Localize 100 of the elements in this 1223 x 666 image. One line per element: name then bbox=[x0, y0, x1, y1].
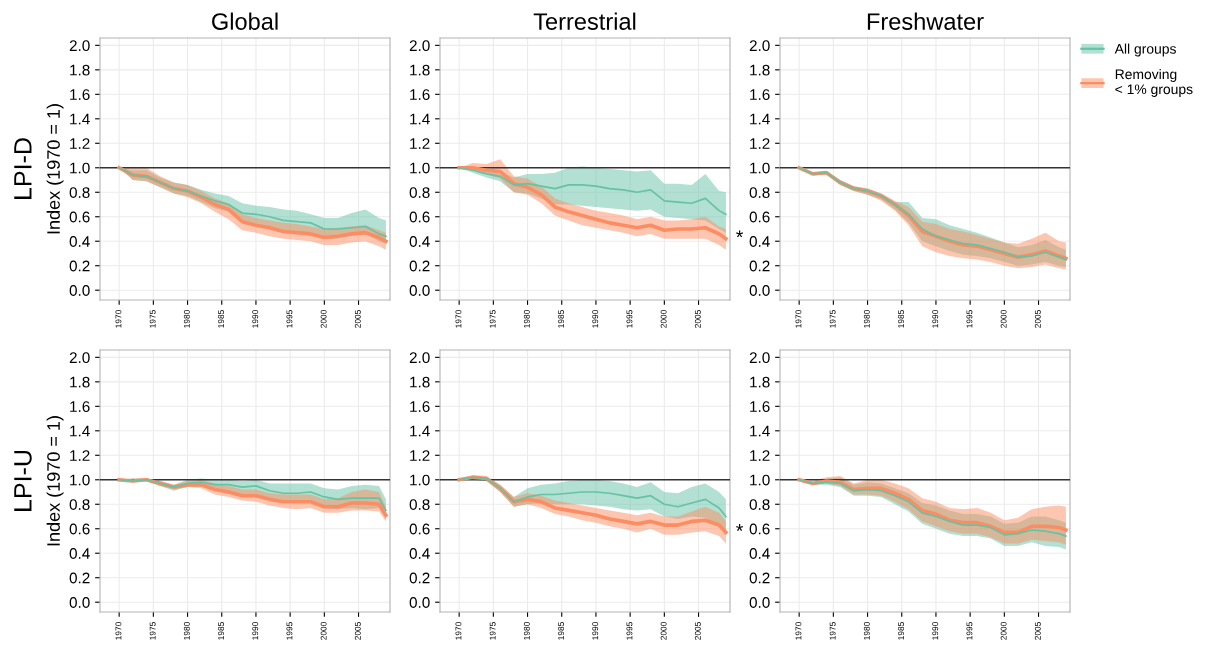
text: * bbox=[736, 230, 744, 238]
x-tick-label: 1975 bbox=[829, 622, 836, 640]
x-tick-label: 1995 bbox=[966, 310, 973, 328]
x-tick-label: 1990 bbox=[932, 310, 939, 328]
y-tick-label: 0.4 bbox=[749, 236, 770, 247]
x-tick-label: 2005 bbox=[354, 310, 361, 328]
x-tick-label: 1980 bbox=[183, 310, 190, 328]
y-tick-label: 1.4 bbox=[410, 113, 430, 125]
y-tick-label: 2.0 bbox=[749, 352, 770, 364]
y-tick-label: 0.8 bbox=[69, 187, 90, 198]
x-tick-label: 1980 bbox=[523, 310, 530, 328]
y-tick-label: 1.6 bbox=[750, 401, 770, 412]
y-tick-label: 1.8 bbox=[750, 376, 770, 388]
x-tick-label: 1995 bbox=[286, 310, 293, 328]
y-tick-label: 1.4 bbox=[70, 425, 90, 437]
y-tick-label: 2.0 bbox=[749, 40, 770, 52]
y-tick-label: 1.2 bbox=[750, 138, 770, 149]
y-tick-label: 0.4 bbox=[69, 236, 90, 247]
y-tick-label: 1.2 bbox=[410, 450, 430, 461]
x-tick-label: 2000 bbox=[1000, 622, 1007, 640]
y-tick-label: 0.0 bbox=[409, 285, 430, 296]
y-tick-label: 1.8 bbox=[70, 376, 90, 388]
y-tick-label: 0.4 bbox=[69, 548, 90, 559]
x-tick-label: 1975 bbox=[489, 622, 496, 640]
x-tick-label: 1980 bbox=[523, 622, 530, 640]
x-tick-label: 1980 bbox=[863, 310, 870, 328]
y-tick-label: 1.6 bbox=[410, 401, 430, 412]
legend-label: Removing < 1% groups bbox=[1115, 69, 1193, 97]
y-tick-label: 1.8 bbox=[410, 376, 430, 388]
x-tick-label: 1980 bbox=[183, 622, 190, 640]
x-tick-label: 1990 bbox=[592, 310, 599, 328]
x-tick-label: 1980 bbox=[863, 622, 870, 640]
y-tick-label: 0.8 bbox=[749, 499, 770, 510]
y-tick-label: 0.6 bbox=[409, 211, 430, 223]
y-tick-label: 0.4 bbox=[409, 236, 430, 247]
y-tick-label: 0.8 bbox=[409, 187, 430, 198]
y-tick-label: 1.6 bbox=[750, 89, 770, 100]
y-tick-label: 0.2 bbox=[69, 260, 90, 272]
y-tick-label: 1.6 bbox=[70, 89, 90, 100]
y-tick-label: 0.0 bbox=[69, 285, 90, 296]
x-tick-label: 2005 bbox=[694, 310, 701, 328]
y-tick-label: 0.6 bbox=[409, 523, 430, 535]
y-tick-label: 1.0 bbox=[410, 162, 430, 174]
text: LPI-D bbox=[14, 138, 32, 199]
x-tick-label: 1990 bbox=[932, 622, 939, 640]
x-tick-label: 1985 bbox=[898, 310, 904, 328]
y-tick-label: 1.2 bbox=[70, 450, 90, 461]
x-tick-label: 1975 bbox=[829, 310, 836, 328]
y-tick-label: 2.0 bbox=[409, 40, 430, 52]
y-tick-label: 0.2 bbox=[409, 260, 430, 272]
y-tick-label: 1.2 bbox=[410, 138, 430, 149]
x-tick-label: 1970 bbox=[795, 310, 802, 328]
x-tick-label: 2000 bbox=[320, 310, 327, 328]
x-tick-label: 1985 bbox=[898, 622, 904, 640]
x-tick-label: 1990 bbox=[252, 622, 259, 640]
y-tick-label: 0.8 bbox=[69, 499, 90, 510]
x-tick-label: 1995 bbox=[966, 622, 973, 640]
x-tick-label: 1975 bbox=[489, 310, 496, 328]
x-tick-label: 1985 bbox=[558, 310, 564, 328]
y-tick-label: 2.0 bbox=[69, 40, 90, 52]
legend-label: All groups bbox=[1114, 43, 1176, 57]
y-tick-label: 0.4 bbox=[409, 548, 430, 559]
y-tick-label: 1.4 bbox=[750, 113, 770, 125]
text: * bbox=[736, 524, 744, 531]
y-tick-label: 1.8 bbox=[410, 64, 430, 76]
y-tick-label: 0.6 bbox=[69, 523, 90, 535]
x-tick-label: 2005 bbox=[694, 622, 701, 640]
x-tick-label: 2005 bbox=[354, 622, 361, 640]
y-tick-label: 0.4 bbox=[749, 548, 770, 559]
y-tick-label: 0.8 bbox=[749, 187, 770, 198]
x-tick-label: 1970 bbox=[455, 622, 462, 640]
y-tick-label: 0.8 bbox=[409, 499, 430, 510]
x-tick-label: 2000 bbox=[1000, 310, 1007, 328]
y-tick-label: 0.0 bbox=[409, 597, 430, 608]
x-tick-label: 1970 bbox=[795, 622, 802, 640]
x-tick-label: 2000 bbox=[660, 310, 667, 328]
y-tick-label: 1.4 bbox=[750, 425, 770, 437]
y-tick-label: 1.4 bbox=[70, 113, 90, 125]
y-tick-label: 1.0 bbox=[750, 474, 770, 486]
y-tick-label: 0.0 bbox=[749, 597, 770, 608]
x-tick-label: 1995 bbox=[626, 622, 633, 640]
x-tick-label: 1990 bbox=[252, 310, 259, 328]
y-tick-label: 1.0 bbox=[70, 474, 90, 486]
chart-title: Freshwater bbox=[867, 12, 984, 30]
y-tick-label: 0.2 bbox=[409, 572, 430, 584]
y-tick-label: 0.6 bbox=[69, 211, 90, 223]
x-tick-label: 1970 bbox=[115, 310, 122, 328]
text: LPI-U bbox=[14, 450, 32, 511]
x-tick-label: 1985 bbox=[218, 622, 224, 640]
x-tick-label: 1985 bbox=[218, 310, 224, 328]
chart-title: Terrestrial bbox=[533, 12, 636, 30]
y-tick-label: 1.2 bbox=[70, 138, 90, 149]
y-tick-label: 1.6 bbox=[410, 89, 430, 100]
y-axis-title: Index (1970 = 1) bbox=[46, 104, 64, 234]
y-tick-label: 2.0 bbox=[69, 352, 90, 364]
x-tick-label: 2000 bbox=[660, 622, 667, 640]
x-tick-label: 2005 bbox=[1034, 622, 1041, 640]
y-tick-label: 1.2 bbox=[750, 450, 770, 461]
x-tick-label: 2005 bbox=[1034, 310, 1041, 328]
x-tick-label: 1985 bbox=[558, 622, 564, 640]
